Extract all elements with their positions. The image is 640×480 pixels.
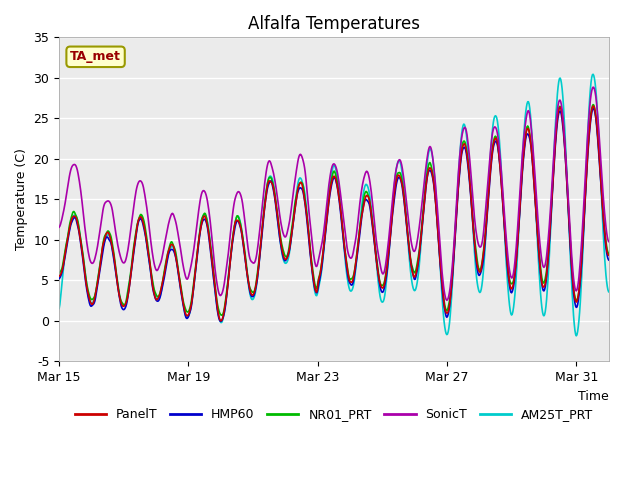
PanelT	[217, 318, 225, 324]
AM25T_PRT	[166, 245, 174, 251]
SonicT	[476, 244, 484, 250]
AM25T_PRT	[340, 240, 348, 245]
AM25T_PRT	[387, 234, 394, 240]
Line: AM25T_PRT: AM25T_PRT	[59, 74, 609, 336]
NR01_PRT	[387, 224, 395, 229]
X-axis label: Time: Time	[578, 390, 609, 403]
Y-axis label: Temperature (C): Temperature (C)	[15, 148, 28, 251]
AM25T_PRT	[476, 289, 483, 295]
HMP60	[55, 276, 63, 281]
NR01_PRT	[118, 300, 125, 305]
PanelT	[589, 103, 597, 109]
PanelT	[129, 251, 137, 256]
Text: TA_met: TA_met	[70, 50, 121, 63]
HMP60	[217, 318, 225, 324]
HMP60	[340, 246, 348, 252]
AM25T_PRT	[118, 301, 125, 307]
PanelT	[476, 269, 484, 275]
NR01_PRT	[55, 270, 63, 276]
SonicT	[340, 217, 348, 223]
AM25T_PRT	[129, 251, 137, 256]
AM25T_PRT	[55, 306, 63, 312]
HMP60	[166, 247, 174, 253]
PanelT	[118, 302, 125, 308]
Line: NR01_PRT: NR01_PRT	[59, 105, 609, 315]
Line: HMP60: HMP60	[59, 108, 609, 321]
PanelT	[340, 243, 348, 249]
SonicT	[387, 221, 394, 227]
AM25T_PRT	[572, 333, 580, 339]
HMP60	[476, 272, 484, 277]
PanelT	[605, 252, 612, 258]
NR01_PRT	[589, 102, 597, 108]
SonicT	[443, 298, 451, 303]
HMP60	[589, 106, 597, 111]
NR01_PRT	[129, 247, 137, 252]
NR01_PRT	[166, 240, 174, 246]
PanelT	[55, 273, 63, 279]
SonicT	[118, 258, 125, 264]
NR01_PRT	[218, 312, 225, 318]
Legend: PanelT, HMP60, NR01_PRT, SonicT, AM25T_PRT: PanelT, HMP60, NR01_PRT, SonicT, AM25T_P…	[70, 403, 598, 426]
Title: Alfalfa Temperatures: Alfalfa Temperatures	[248, 15, 420, 33]
SonicT	[129, 207, 137, 213]
SonicT	[55, 224, 63, 230]
NR01_PRT	[340, 242, 348, 248]
PanelT	[166, 243, 174, 249]
SonicT	[605, 239, 612, 244]
AM25T_PRT	[589, 72, 597, 77]
SonicT	[589, 84, 597, 90]
Line: SonicT: SonicT	[59, 87, 609, 300]
NR01_PRT	[605, 251, 612, 256]
HMP60	[605, 257, 612, 263]
Line: PanelT: PanelT	[59, 106, 609, 321]
NR01_PRT	[476, 267, 484, 273]
SonicT	[166, 214, 174, 220]
AM25T_PRT	[605, 289, 612, 295]
HMP60	[118, 305, 125, 311]
HMP60	[387, 228, 395, 234]
HMP60	[129, 253, 137, 259]
PanelT	[387, 227, 395, 233]
